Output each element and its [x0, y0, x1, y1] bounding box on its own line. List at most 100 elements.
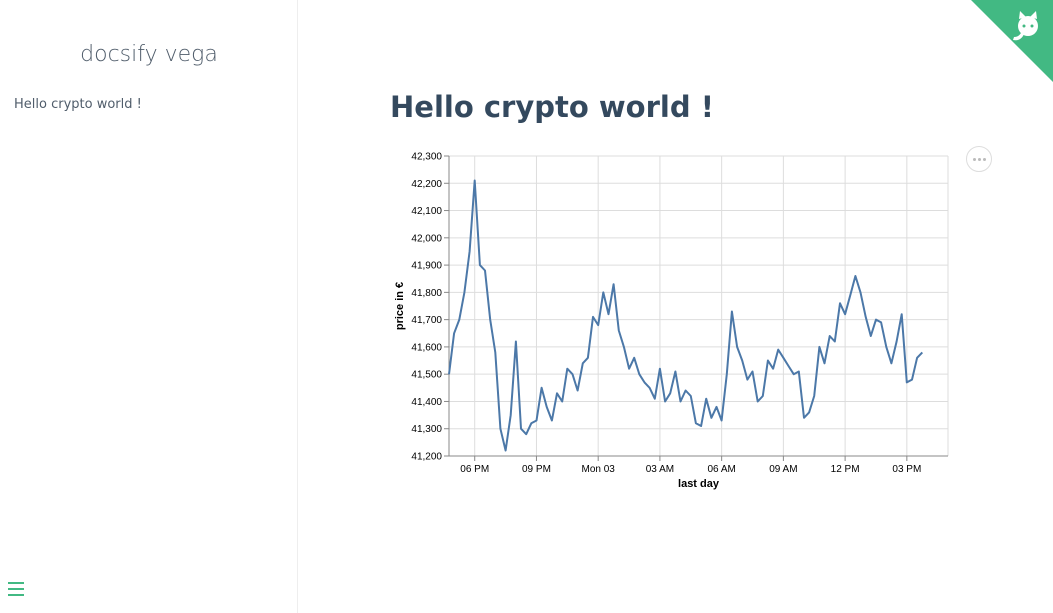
sidebar-link[interactable]: Hello crypto world ! — [14, 97, 142, 112]
data-point — [684, 389, 686, 391]
data-point — [731, 310, 733, 312]
x-axis-title: last day — [678, 478, 720, 490]
price-series-line — [448, 179, 924, 452]
data-point — [767, 359, 769, 361]
data-point — [628, 368, 630, 370]
data-point — [458, 318, 460, 320]
data-point — [551, 419, 553, 421]
data-point — [901, 313, 903, 315]
data-point — [679, 400, 681, 402]
data-point — [741, 359, 743, 361]
data-point — [648, 387, 650, 389]
data-point — [787, 365, 789, 367]
x-tick-label: 06 AM — [707, 464, 735, 475]
data-point — [515, 340, 517, 342]
x-tick-label: 09 AM — [769, 464, 797, 475]
data-point — [911, 378, 913, 380]
data-point — [756, 400, 758, 402]
data-point — [700, 425, 702, 427]
data-point — [592, 316, 594, 318]
page-title: Hello crypto world ! — [390, 90, 714, 124]
x-tick-label: 09 PM — [522, 464, 551, 475]
data-point — [463, 291, 465, 293]
data-point — [587, 357, 589, 359]
data-point — [510, 414, 512, 416]
data-point — [916, 357, 918, 359]
data-point — [890, 362, 892, 364]
x-tick-label: 06 PM — [460, 464, 489, 475]
y-tick-label: 41,500 — [411, 370, 442, 381]
data-point — [715, 406, 717, 408]
x-tick-label: Mon 03 — [582, 464, 616, 475]
data-point — [571, 373, 573, 375]
y-tick-label: 41,300 — [411, 424, 442, 435]
data-point — [762, 395, 764, 397]
data-point — [695, 422, 697, 424]
data-point — [659, 368, 661, 370]
data-point — [803, 417, 805, 419]
data-point — [474, 179, 476, 181]
main-content: Hello crypto world ! 41,200 41,300 41,400 4… — [299, 0, 1053, 613]
data-point — [525, 433, 527, 435]
data-point — [885, 346, 887, 348]
github-octocat-icon[interactable] — [971, 0, 1053, 82]
data-point — [690, 395, 692, 397]
data-point — [839, 302, 841, 304]
data-point — [849, 294, 851, 296]
data-point — [499, 428, 501, 430]
data-point — [556, 392, 558, 394]
data-point — [854, 275, 856, 277]
sidebar-item-hello-crypto-world: Hello crypto world ! — [14, 95, 142, 113]
data-point — [792, 373, 794, 375]
x-tick-label: 12 PM — [831, 464, 860, 475]
app-name[interactable]: docsify vega — [80, 42, 218, 67]
y-tick-label: 41,200 — [411, 452, 442, 463]
data-point — [844, 313, 846, 315]
data-point — [504, 449, 506, 451]
data-point — [751, 370, 753, 372]
data-point — [638, 373, 640, 375]
data-point — [859, 291, 861, 293]
data-point — [546, 406, 548, 408]
ellipsis-icon[interactable] — [966, 146, 992, 172]
data-point — [875, 318, 877, 320]
data-point — [654, 398, 656, 400]
y-axis-title: price in € — [394, 282, 406, 330]
data-point — [561, 400, 563, 402]
data-point — [530, 422, 532, 424]
data-point — [633, 357, 635, 359]
data-point — [576, 389, 578, 391]
data-point — [520, 428, 522, 430]
data-point — [535, 419, 537, 421]
data-point — [489, 318, 491, 320]
data-point — [864, 316, 866, 318]
data-point — [643, 381, 645, 383]
hamburger-menu-icon[interactable] — [8, 582, 26, 600]
sidebar: docsify vega Hello crypto world ! — [0, 0, 298, 613]
data-point — [808, 411, 810, 413]
data-point — [823, 362, 825, 364]
data-point — [618, 329, 620, 331]
data-point — [623, 346, 625, 348]
data-point — [705, 398, 707, 400]
data-point — [813, 395, 815, 397]
data-point — [674, 370, 676, 372]
data-point — [664, 400, 666, 402]
y-tick-label: 41,900 — [411, 261, 442, 272]
data-point — [720, 419, 722, 421]
data-point — [448, 373, 450, 375]
data-point — [777, 348, 779, 350]
data-point — [669, 392, 671, 394]
data-point — [468, 250, 470, 252]
data-point — [834, 340, 836, 342]
data-point — [828, 335, 830, 337]
data-point — [582, 362, 584, 364]
data-point — [710, 417, 712, 419]
data-point — [782, 357, 784, 359]
y-tick-label: 41,600 — [411, 342, 442, 353]
data-point — [736, 346, 738, 348]
data-point — [566, 368, 568, 370]
y-tick-label: 41,400 — [411, 397, 442, 408]
x-tick-label: 03 PM — [892, 464, 921, 475]
data-point — [540, 387, 542, 389]
